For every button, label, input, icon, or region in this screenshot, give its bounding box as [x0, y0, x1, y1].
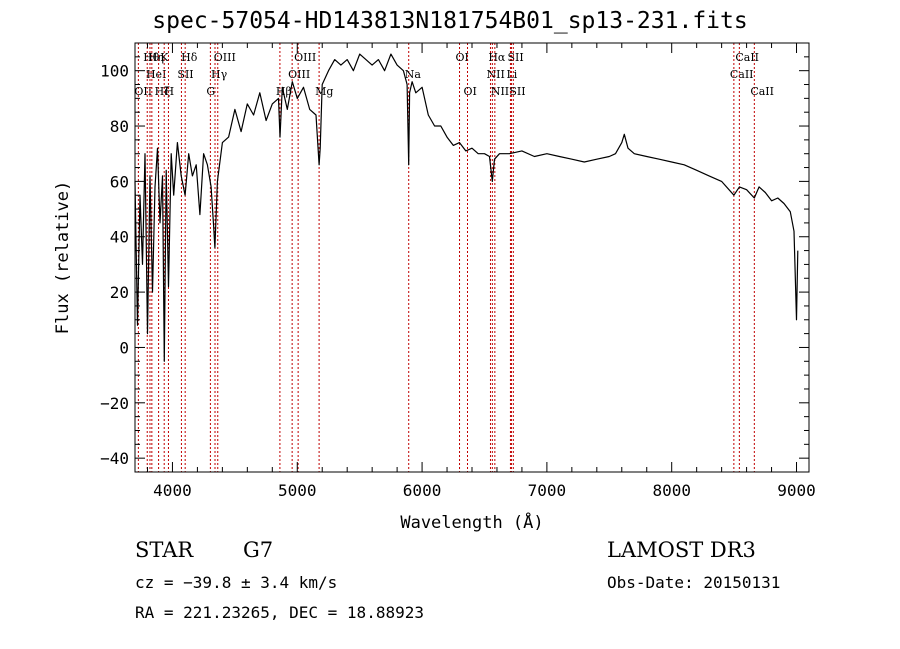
y-tick-label: 0	[119, 338, 129, 357]
y-tick-label: 60	[110, 172, 129, 191]
x-tick-label: 4000	[153, 481, 192, 500]
line-label-Hβ: Hβ	[276, 85, 292, 98]
survey-name: LAMOST DR3	[607, 538, 756, 562]
line-label-Hζ: Hζ	[155, 85, 171, 98]
x-tick-label: 5000	[278, 481, 317, 500]
line-label-SII: SII	[509, 85, 525, 98]
line-label-G: G	[206, 85, 215, 98]
line-label-Hγ: Hγ	[211, 68, 228, 81]
line-label-OIII: OIII	[214, 51, 236, 64]
line-label-SII: SII	[507, 51, 523, 64]
y-tick-label: −20	[100, 394, 129, 413]
y-tick-label: 40	[110, 228, 129, 247]
page-title: spec-57054-HD143813N181754B01_sp13-231.f…	[152, 8, 748, 34]
spectrum-line	[134, 53, 799, 362]
y-tick-label: 80	[110, 117, 129, 136]
line-label-NII: NII	[491, 85, 509, 98]
line-label-CaII: CaII	[730, 68, 754, 81]
line-label-SII: SII	[177, 68, 193, 81]
line-label-HeI: HeI	[146, 68, 166, 81]
line-label-K: K	[160, 51, 169, 64]
line-label-OIII: OIII	[288, 68, 310, 81]
object-subclass: G7	[243, 538, 274, 562]
x-tick-label: 8000	[652, 481, 691, 500]
line-label-Hθ: Hθ	[143, 51, 160, 64]
x-axis-label: Wavelength (Å)	[400, 511, 543, 533]
y-tick-label: −40	[100, 449, 129, 468]
line-label-OII: OII	[134, 85, 152, 98]
line-label-Hη: Hη	[148, 51, 164, 64]
observation-date: Obs-Date: 20150131	[607, 573, 781, 592]
redshift-info: cz = −39.8 ± 3.4 km/s	[135, 573, 338, 592]
line-label-OI: OI	[464, 85, 477, 98]
line-label-CaII: CaII	[735, 51, 759, 64]
line-label-OI: OI	[456, 51, 469, 64]
coordinates: RA = 221.23265, DEC = 18.88923	[135, 603, 424, 622]
x-tick-label: 7000	[528, 481, 567, 500]
y-tick-label: 100	[100, 62, 129, 81]
x-tick-label: 6000	[403, 481, 442, 500]
y-axis-label: Flux (relative)	[53, 181, 73, 335]
line-label-Na: Na	[405, 68, 422, 81]
line-label-Hα: Hα	[488, 51, 506, 64]
line-label-CaII: CaII	[750, 85, 774, 98]
object-class: STAR	[135, 538, 194, 562]
x-tick-label: 9000	[777, 481, 816, 500]
line-label-Hδ: Hδ	[181, 51, 198, 64]
line-label-OIII: OIII	[294, 51, 316, 64]
line-label-H: H	[164, 85, 174, 98]
plot-frame	[134, 42, 810, 473]
y-tick-label: 20	[110, 283, 129, 302]
line-label-NII: NII	[486, 68, 504, 81]
line-label-Li: Li	[506, 68, 517, 81]
line-label-Mg: Mg	[315, 85, 333, 98]
